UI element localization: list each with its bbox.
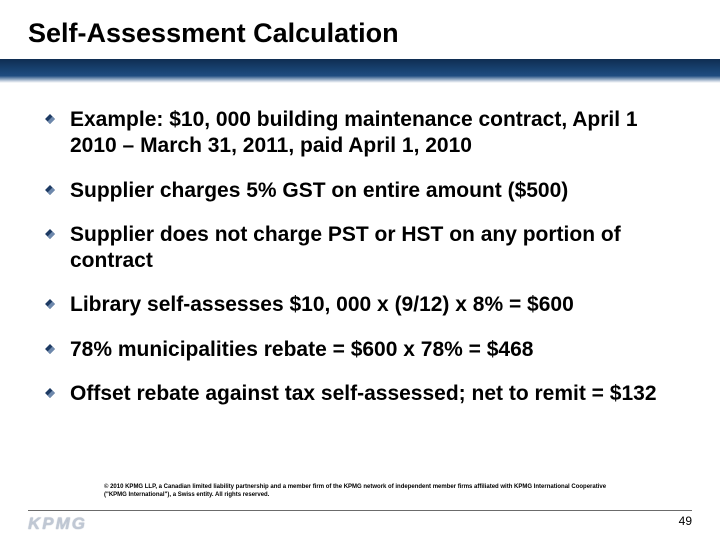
bullet-text: Library self-assesses $10, 000 x (9/12) … bbox=[70, 292, 574, 318]
title-area: Self-Assessment Calculation bbox=[0, 0, 720, 59]
bullet-text: 78% municipalities rebate = $600 x 78% =… bbox=[70, 337, 533, 363]
footer-divider bbox=[28, 510, 692, 511]
bullet-item: Example: $10, 000 building maintenance c… bbox=[44, 107, 672, 160]
diamond-bullet-icon bbox=[44, 113, 56, 125]
bullet-text: Example: $10, 000 building maintenance c… bbox=[70, 107, 672, 160]
content-area: Example: $10, 000 building maintenance c… bbox=[0, 83, 720, 407]
diamond-bullet-icon bbox=[44, 228, 56, 240]
diamond-bullet-icon bbox=[44, 184, 56, 196]
copyright-line: ("KPMG International"), a Swiss entity. … bbox=[104, 492, 269, 498]
bullet-item: Offset rebate against tax self-assessed;… bbox=[44, 381, 672, 407]
bullet-item: Supplier charges 5% GST on entire amount… bbox=[44, 178, 672, 204]
bullet-item: 78% municipalities rebate = $600 x 78% =… bbox=[44, 337, 672, 363]
title-underline-bar bbox=[0, 59, 720, 83]
copyright-line: © 2010 KPMG LLP, a Canadian limited liab… bbox=[104, 484, 606, 490]
footer: © 2010 KPMG LLP, a Canadian limited liab… bbox=[0, 480, 720, 540]
bullet-item: Library self-assesses $10, 000 x (9/12) … bbox=[44, 292, 672, 318]
bullet-text: Offset rebate against tax self-assessed;… bbox=[70, 381, 657, 407]
slide-title: Self-Assessment Calculation bbox=[28, 18, 720, 49]
bullet-item: Supplier does not charge PST or HST on a… bbox=[44, 222, 672, 275]
page-number: 49 bbox=[679, 514, 692, 528]
bullet-text: Supplier charges 5% GST on entire amount… bbox=[70, 178, 568, 204]
copyright-text: © 2010 KPMG LLP, a Canadian limited liab… bbox=[104, 484, 606, 500]
slide: Self-Assessment Calculation Example: $10… bbox=[0, 0, 720, 540]
diamond-bullet-icon bbox=[44, 387, 56, 399]
kpmg-logo: KPMG bbox=[28, 514, 87, 534]
diamond-bullet-icon bbox=[44, 343, 56, 355]
bullet-text: Supplier does not charge PST or HST on a… bbox=[70, 222, 672, 275]
diamond-bullet-icon bbox=[44, 298, 56, 310]
